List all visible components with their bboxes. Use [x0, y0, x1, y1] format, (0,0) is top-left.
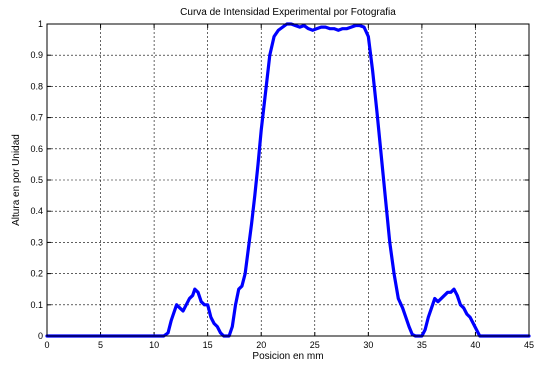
plot-frame	[46, 23, 530, 337]
y-tick-label: 0.6	[30, 144, 43, 154]
x-tick-label: 25	[310, 340, 320, 350]
y-tick-label: 0.9	[30, 50, 43, 60]
y-tick-label: 1	[38, 19, 43, 29]
x-tick-label: 15	[203, 340, 213, 350]
x-axis-label: Posicion en mm	[252, 351, 323, 362]
y-tick-label: 0.8	[30, 81, 43, 91]
line-layer	[45, 22, 531, 338]
y-tick-label: 0	[38, 331, 43, 341]
y-tick-label: 0.5	[30, 175, 43, 185]
x-tick-label: 40	[470, 340, 480, 350]
x-tick-label: 5	[98, 340, 103, 350]
y-tick-label: 0.3	[30, 237, 43, 247]
x-tick-label: 10	[149, 340, 159, 350]
x-tick-label: 35	[417, 340, 427, 350]
chart-title: Curva de Intensidad Experimental por Fot…	[180, 7, 396, 18]
x-tick-label: 20	[256, 340, 266, 350]
y-tick-label: 0.2	[30, 269, 43, 279]
ticks-layer: 0 5 10 15 20 25 30 35 40 45 0 0.1 0.2 0.3 0.4 0.5 0.6 0.7…	[30, 19, 534, 350]
x-tick-label: 30	[363, 340, 373, 350]
y-tick-label: 0.7	[30, 113, 43, 123]
grid-layer	[47, 24, 529, 336]
y-tick-label: 0.4	[30, 206, 43, 216]
x-tick-label: 0	[44, 340, 49, 350]
x-tick-label: 45	[524, 340, 534, 350]
intensity-series-line	[45, 22, 531, 338]
y-tick-label: 0.1	[30, 300, 43, 310]
y-axis-label: Altura en por Unidad	[11, 134, 22, 226]
